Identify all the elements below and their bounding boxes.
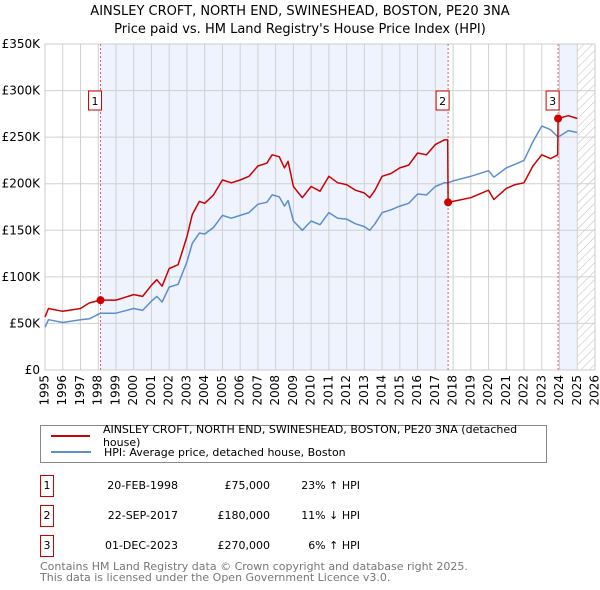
- legend-swatch-property: [51, 435, 90, 437]
- y-tick-label: £300K: [2, 84, 42, 98]
- sale-number-label: 1: [92, 95, 99, 108]
- sale-row: 1 20-FEB-1998 £75,000 23% ↑ HPI: [40, 475, 440, 497]
- x-tick-label: 2008: [268, 375, 282, 406]
- x-tick-label: 1996: [55, 375, 69, 406]
- sale-point: [444, 198, 453, 207]
- sale-hpi-diff: 23% ↑ HPI: [301, 479, 360, 492]
- x-tick-label: 2000: [126, 375, 140, 406]
- sale-number-label: 2: [439, 95, 446, 108]
- x-tick-label: 2013: [357, 375, 371, 406]
- sale-number-label: 3: [549, 95, 556, 108]
- x-tick-label: 2011: [321, 375, 335, 406]
- y-tick-label: £250K: [2, 130, 42, 144]
- y-tick-label: £100K: [2, 270, 42, 284]
- y-tick-label: £150K: [2, 223, 42, 237]
- sale-number-badge: 1: [40, 475, 54, 497]
- sale-hpi-diff: 11% ↓ HPI: [301, 509, 360, 522]
- x-tick-label: 2005: [215, 375, 229, 406]
- x-tick-label: 2007: [250, 375, 264, 406]
- x-tick-label: 2025: [570, 375, 584, 406]
- x-tick-label: 2009: [286, 375, 300, 406]
- legend-swatch-hpi: [51, 451, 91, 453]
- sale-point: [554, 114, 563, 123]
- x-tick-label: 2003: [179, 375, 193, 406]
- hpi-series-line: [44, 125, 578, 328]
- x-tick-label: 2023: [534, 375, 548, 406]
- x-tick-label: 1999: [108, 375, 122, 406]
- x-tick-label: 2004: [197, 375, 211, 406]
- sale-date: 20-FEB-1998: [107, 479, 178, 492]
- footer-licence: This data is licensed under the Open Gov…: [40, 571, 391, 584]
- shaded-ownership-period: [100, 44, 449, 370]
- sale-hpi-diff: 6% ↑ HPI: [308, 539, 360, 552]
- hatched-future-region: [577, 44, 595, 370]
- x-tick-label: 2002: [162, 375, 176, 406]
- sale-date: 01-DEC-2023: [104, 539, 178, 552]
- chart-subtitle: Price paid vs. HM Land Registry's House …: [114, 22, 486, 37]
- x-tick-label: 2001: [144, 375, 158, 406]
- sale-number-box: [435, 90, 450, 111]
- x-tick-label: 2018: [446, 375, 460, 406]
- x-tick-label: 2020: [481, 375, 495, 406]
- plot-frame: [44, 43, 596, 371]
- y-tick-label: £0: [25, 363, 40, 377]
- x-tick-label: 1997: [73, 375, 87, 406]
- x-tick-label: 2012: [339, 375, 353, 406]
- x-tick-label: 1995: [38, 375, 52, 406]
- x-tick-label: 2010: [304, 375, 318, 406]
- x-tick-label: 2026: [588, 375, 600, 406]
- sale-number-badge: 3: [40, 535, 54, 557]
- legend-label-hpi: HPI: Average price, detached house, Bost…: [104, 445, 346, 459]
- x-tick-label: 2017: [428, 375, 442, 406]
- sale-row: 3 01-DEC-2023 £270,000 6% ↑ HPI: [40, 535, 440, 557]
- x-tick-label: 2015: [392, 375, 406, 406]
- chart-title: AINSLEY CROFT, NORTH END, SWINESHEAD, BO…: [90, 4, 510, 19]
- y-tick-label: £350K: [2, 37, 42, 51]
- sale-number-badge: 2: [40, 505, 54, 527]
- sale-number-box: [88, 90, 103, 111]
- x-tick-label: 2006: [233, 375, 247, 406]
- sale-point: [96, 296, 105, 305]
- footer-copyright: Contains HM Land Registry data © Crown c…: [40, 560, 468, 573]
- x-tick-label: 2022: [517, 375, 531, 406]
- x-tick-label: 2016: [410, 375, 424, 406]
- shaded-ownership-period: [558, 44, 578, 370]
- sale-date: 22-SEP-2017: [107, 509, 178, 522]
- y-tick-label: £50K: [9, 316, 41, 330]
- x-tick-label: 2019: [463, 375, 477, 406]
- sale-number-box: [545, 90, 560, 111]
- y-tick-label: £200K: [2, 177, 42, 191]
- x-tick-label: 2021: [499, 375, 513, 406]
- sale-price: £180,000: [217, 509, 271, 522]
- sale-price: £270,000: [217, 539, 271, 552]
- x-tick-label: 2024: [552, 375, 566, 406]
- plot-area: 1995 1996 1997 1998 1999 2000 2001 2002 2003 2004…: [2, 37, 600, 406]
- sale-row: 2 22-SEP-2017 £180,000 11% ↓ HPI: [40, 505, 440, 527]
- sale-price: £75,000: [224, 479, 271, 492]
- x-tick-label: 2014: [375, 375, 389, 406]
- legend-label-property: AINSLEY CROFT, NORTH END, SWINESHEAD, BO…: [102, 423, 518, 449]
- x-tick-label: 1998: [91, 375, 105, 406]
- legend: AINSLEY CROFT, NORTH END, SWINESHEAD, BO…: [40, 423, 547, 463]
- property-series-line: [44, 114, 578, 318]
